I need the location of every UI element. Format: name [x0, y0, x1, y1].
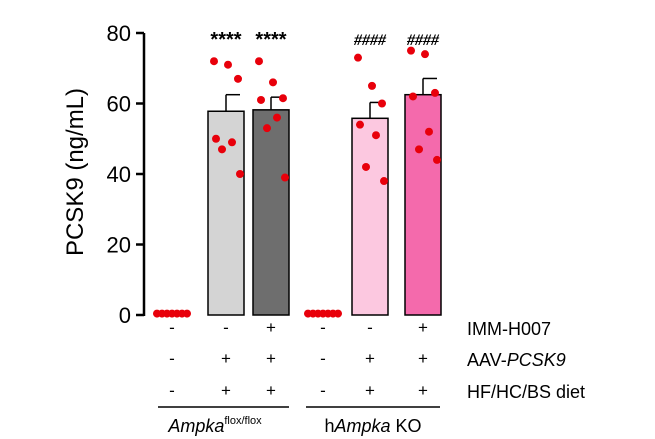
- condition-row-label: IMM-H007: [467, 319, 551, 339]
- data-point: [431, 88, 439, 97]
- data-point: [362, 162, 370, 171]
- data-point: [378, 99, 386, 108]
- data-point: [234, 74, 242, 83]
- data-point: [228, 138, 236, 147]
- data-point: [236, 170, 244, 178]
- data-point: [281, 173, 289, 182]
- condition-symbol: +: [221, 381, 231, 400]
- condition-symbol: +: [418, 381, 428, 400]
- data-point: [421, 50, 429, 59]
- data-point: [218, 145, 226, 154]
- significance-label: ****: [255, 29, 286, 51]
- condition-symbol: -: [320, 349, 326, 368]
- data-point: [263, 124, 271, 133]
- condition-table: - - + - - + IMM-H007 - + + - + + AAV-PCSK9 - + + - + + HF/HC…: [169, 318, 585, 402]
- y-tick-label: 40: [107, 162, 131, 187]
- data-point: [183, 309, 191, 318]
- bar: [207, 110, 245, 316]
- significance-label: ####: [406, 32, 440, 49]
- condition-symbol: +: [418, 349, 428, 368]
- group-label: hAmpka KO: [324, 416, 421, 436]
- group-label: Ampkaflox/flox: [167, 415, 262, 436]
- condition-symbol: -: [320, 318, 326, 337]
- condition-symbol: -: [169, 349, 175, 368]
- data-point: [224, 60, 232, 69]
- bar: [351, 117, 389, 316]
- data-point: [415, 145, 423, 154]
- y-tick-label: 80: [107, 21, 131, 46]
- condition-symbol: +: [365, 349, 375, 368]
- data-point: [372, 131, 380, 140]
- data-point: [356, 120, 364, 129]
- condition-symbol: -: [320, 381, 326, 400]
- y-tick-label: 60: [107, 92, 131, 117]
- condition-symbol: +: [266, 318, 276, 337]
- condition-symbol: +: [266, 349, 276, 368]
- condition-symbol: -: [223, 318, 229, 337]
- condition-symbol: +: [418, 318, 428, 337]
- condition-symbol: -: [169, 318, 175, 337]
- data-point: [380, 177, 388, 186]
- data-point: [257, 95, 265, 104]
- bar: [252, 109, 290, 316]
- significance-label: ####: [353, 32, 387, 49]
- group-labels: Ampkaflox/flox hAmpka KO: [158, 406, 440, 436]
- condition-symbol: -: [169, 381, 175, 400]
- condition-row-label: HF/HC/BS diet: [467, 382, 585, 402]
- data-point: [368, 81, 376, 90]
- data-point: [210, 57, 218, 66]
- data-point: [409, 92, 417, 101]
- data-point: [269, 78, 277, 87]
- y-axis: 0 20 40 60 80: [107, 21, 146, 328]
- data-point: [334, 309, 342, 318]
- y-tick-label: 0: [119, 303, 131, 328]
- data-point: [354, 53, 362, 62]
- data-point: [425, 127, 433, 136]
- data-point: [279, 94, 287, 103]
- bars-layer: [154, 77, 442, 316]
- data-point: [407, 46, 415, 55]
- data-point: [255, 57, 263, 66]
- condition-symbol: +: [365, 381, 375, 400]
- condition-symbol: +: [266, 381, 276, 400]
- data-point: [273, 113, 281, 122]
- condition-row-label: AAV-PCSK9: [467, 350, 566, 370]
- significance-layer: **** **** #### ####: [210, 29, 440, 51]
- condition-symbol: +: [221, 349, 231, 368]
- bar: [404, 93, 442, 316]
- condition-symbol: -: [367, 318, 373, 337]
- data-point: [433, 155, 441, 164]
- significance-label: ****: [210, 29, 241, 51]
- y-axis-label: PCSK9 (ng/mL): [62, 88, 89, 256]
- data-points-layer: [153, 46, 441, 318]
- data-point: [212, 134, 220, 143]
- y-tick-label: 20: [107, 233, 131, 258]
